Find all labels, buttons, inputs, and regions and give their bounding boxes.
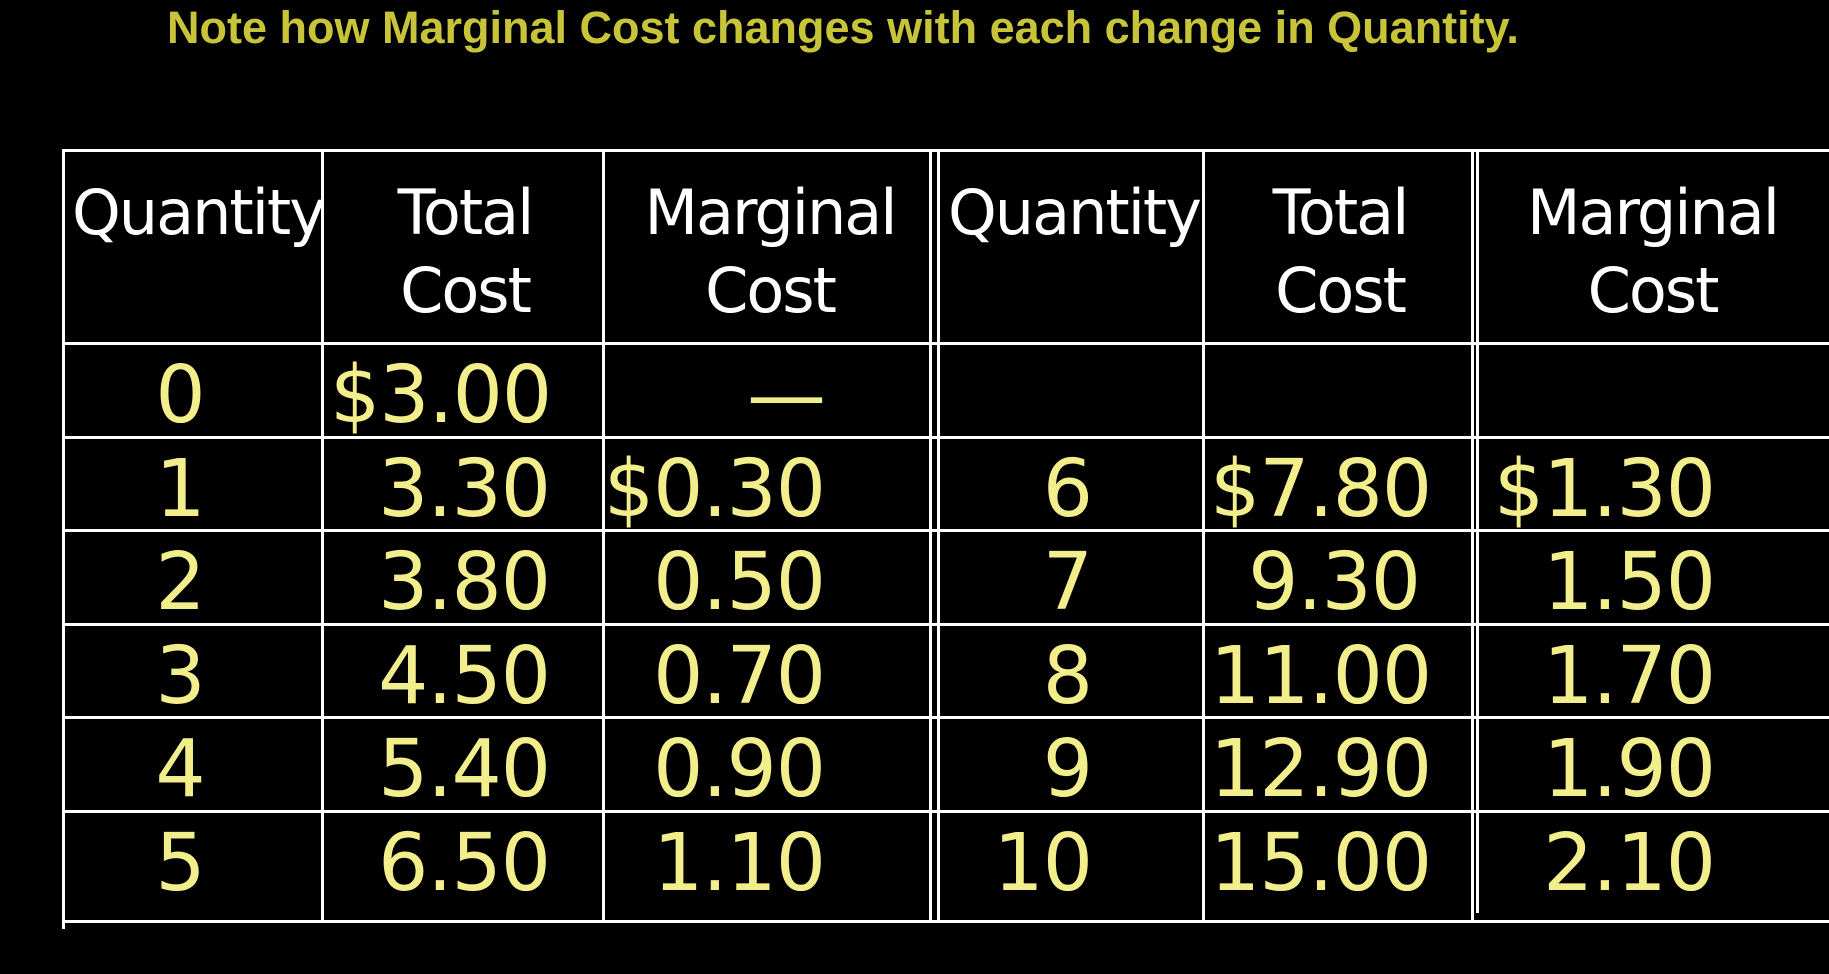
header-marginal-cost-label: Marginal Cost <box>644 176 898 327</box>
header-quantity: Quantity <box>72 176 326 249</box>
grid-line-header-bottom <box>62 342 1829 345</box>
cell-quantity: 3 <box>155 630 205 722</box>
cell-marginal-cost: $0.30 <box>603 443 826 535</box>
cell-total-cost: 12.90 <box>1210 723 1432 815</box>
cell-quantity: 6 <box>1042 443 1093 535</box>
cell-quantity: 1 <box>155 443 205 535</box>
grid-line-divider-b <box>937 149 940 923</box>
header-marginal-cost-2: Marginal Cost <box>1520 174 1785 330</box>
grid-line-row-3 <box>62 623 1829 626</box>
grid-line-left <box>62 149 65 929</box>
slide-title: Note how Marginal Cost changes with each… <box>167 2 1519 53</box>
grid-line-col-1 <box>321 149 324 923</box>
grid-line-row-1 <box>62 436 1829 439</box>
cell-marginal-cost: 1.90 <box>1543 723 1716 815</box>
header-total-cost-label: Total Cost <box>397 176 535 327</box>
cell-total-cost: 3.80 <box>378 536 551 628</box>
header-total-cost-2-label: Total Cost <box>1272 176 1410 327</box>
cell-marginal-cost: 1.50 <box>1543 536 1716 628</box>
grid-line-col-5a <box>1471 149 1474 923</box>
grid-line-col-4 <box>1202 149 1205 923</box>
cell-quantity: 5 <box>155 817 205 909</box>
cell-marginal-cost: 2.10 <box>1543 817 1716 909</box>
cell-total-cost: 5.40 <box>378 723 551 815</box>
cell-total-cost: 9.30 <box>1248 536 1421 628</box>
cell-quantity: 2 <box>155 536 205 628</box>
cell-total-cost: 3.30 <box>378 443 551 535</box>
cell-quantity: 9 <box>1042 723 1093 815</box>
grid-line-row-5 <box>62 810 1829 813</box>
cell-quantity: 4 <box>155 723 205 815</box>
header-marginal-cost-2-label: Marginal Cost <box>1527 176 1780 327</box>
cell-quantity: 10 <box>993 817 1093 909</box>
header-total-cost: Total Cost <box>345 174 585 330</box>
cell-quantity: 8 <box>1042 630 1093 722</box>
cell-marginal-cost: 0.90 <box>653 723 826 815</box>
grid-line-top <box>62 149 1829 152</box>
cell-total-cost: 11.00 <box>1210 630 1432 722</box>
cell-total-cost: $3.00 <box>330 349 552 441</box>
cell-total-cost: 15.00 <box>1210 817 1432 909</box>
grid-line-row-2 <box>62 529 1829 532</box>
cell-marginal-cost: 0.70 <box>653 630 826 722</box>
cell-marginal-cost: $1.30 <box>1493 443 1716 535</box>
header-total-cost-2: Total Cost <box>1220 174 1460 330</box>
cell-marginal-cost: 1.70 <box>1543 630 1716 722</box>
cell-total-cost: 6.50 <box>378 817 551 909</box>
grid-line-divider-a <box>929 149 932 923</box>
cell-marginal-cost: 0.50 <box>653 536 826 628</box>
grid-line-col-2 <box>602 149 605 923</box>
cell-total-cost: 4.50 <box>378 630 551 722</box>
cell-quantity: 7 <box>1042 536 1093 628</box>
grid-line-col-5b <box>1476 149 1479 913</box>
header-quantity-2: Quantity <box>948 176 1202 249</box>
grid-line-bottom <box>62 920 1829 923</box>
cell-marginal-cost: 1.10 <box>653 817 826 909</box>
cell-total-cost: $7.80 <box>1210 443 1432 535</box>
header-marginal-cost: Marginal Cost <box>640 174 900 330</box>
cell-marginal-cost: — <box>747 349 826 441</box>
cell-quantity: 0 <box>155 349 205 441</box>
grid-line-row-4 <box>62 716 1829 719</box>
